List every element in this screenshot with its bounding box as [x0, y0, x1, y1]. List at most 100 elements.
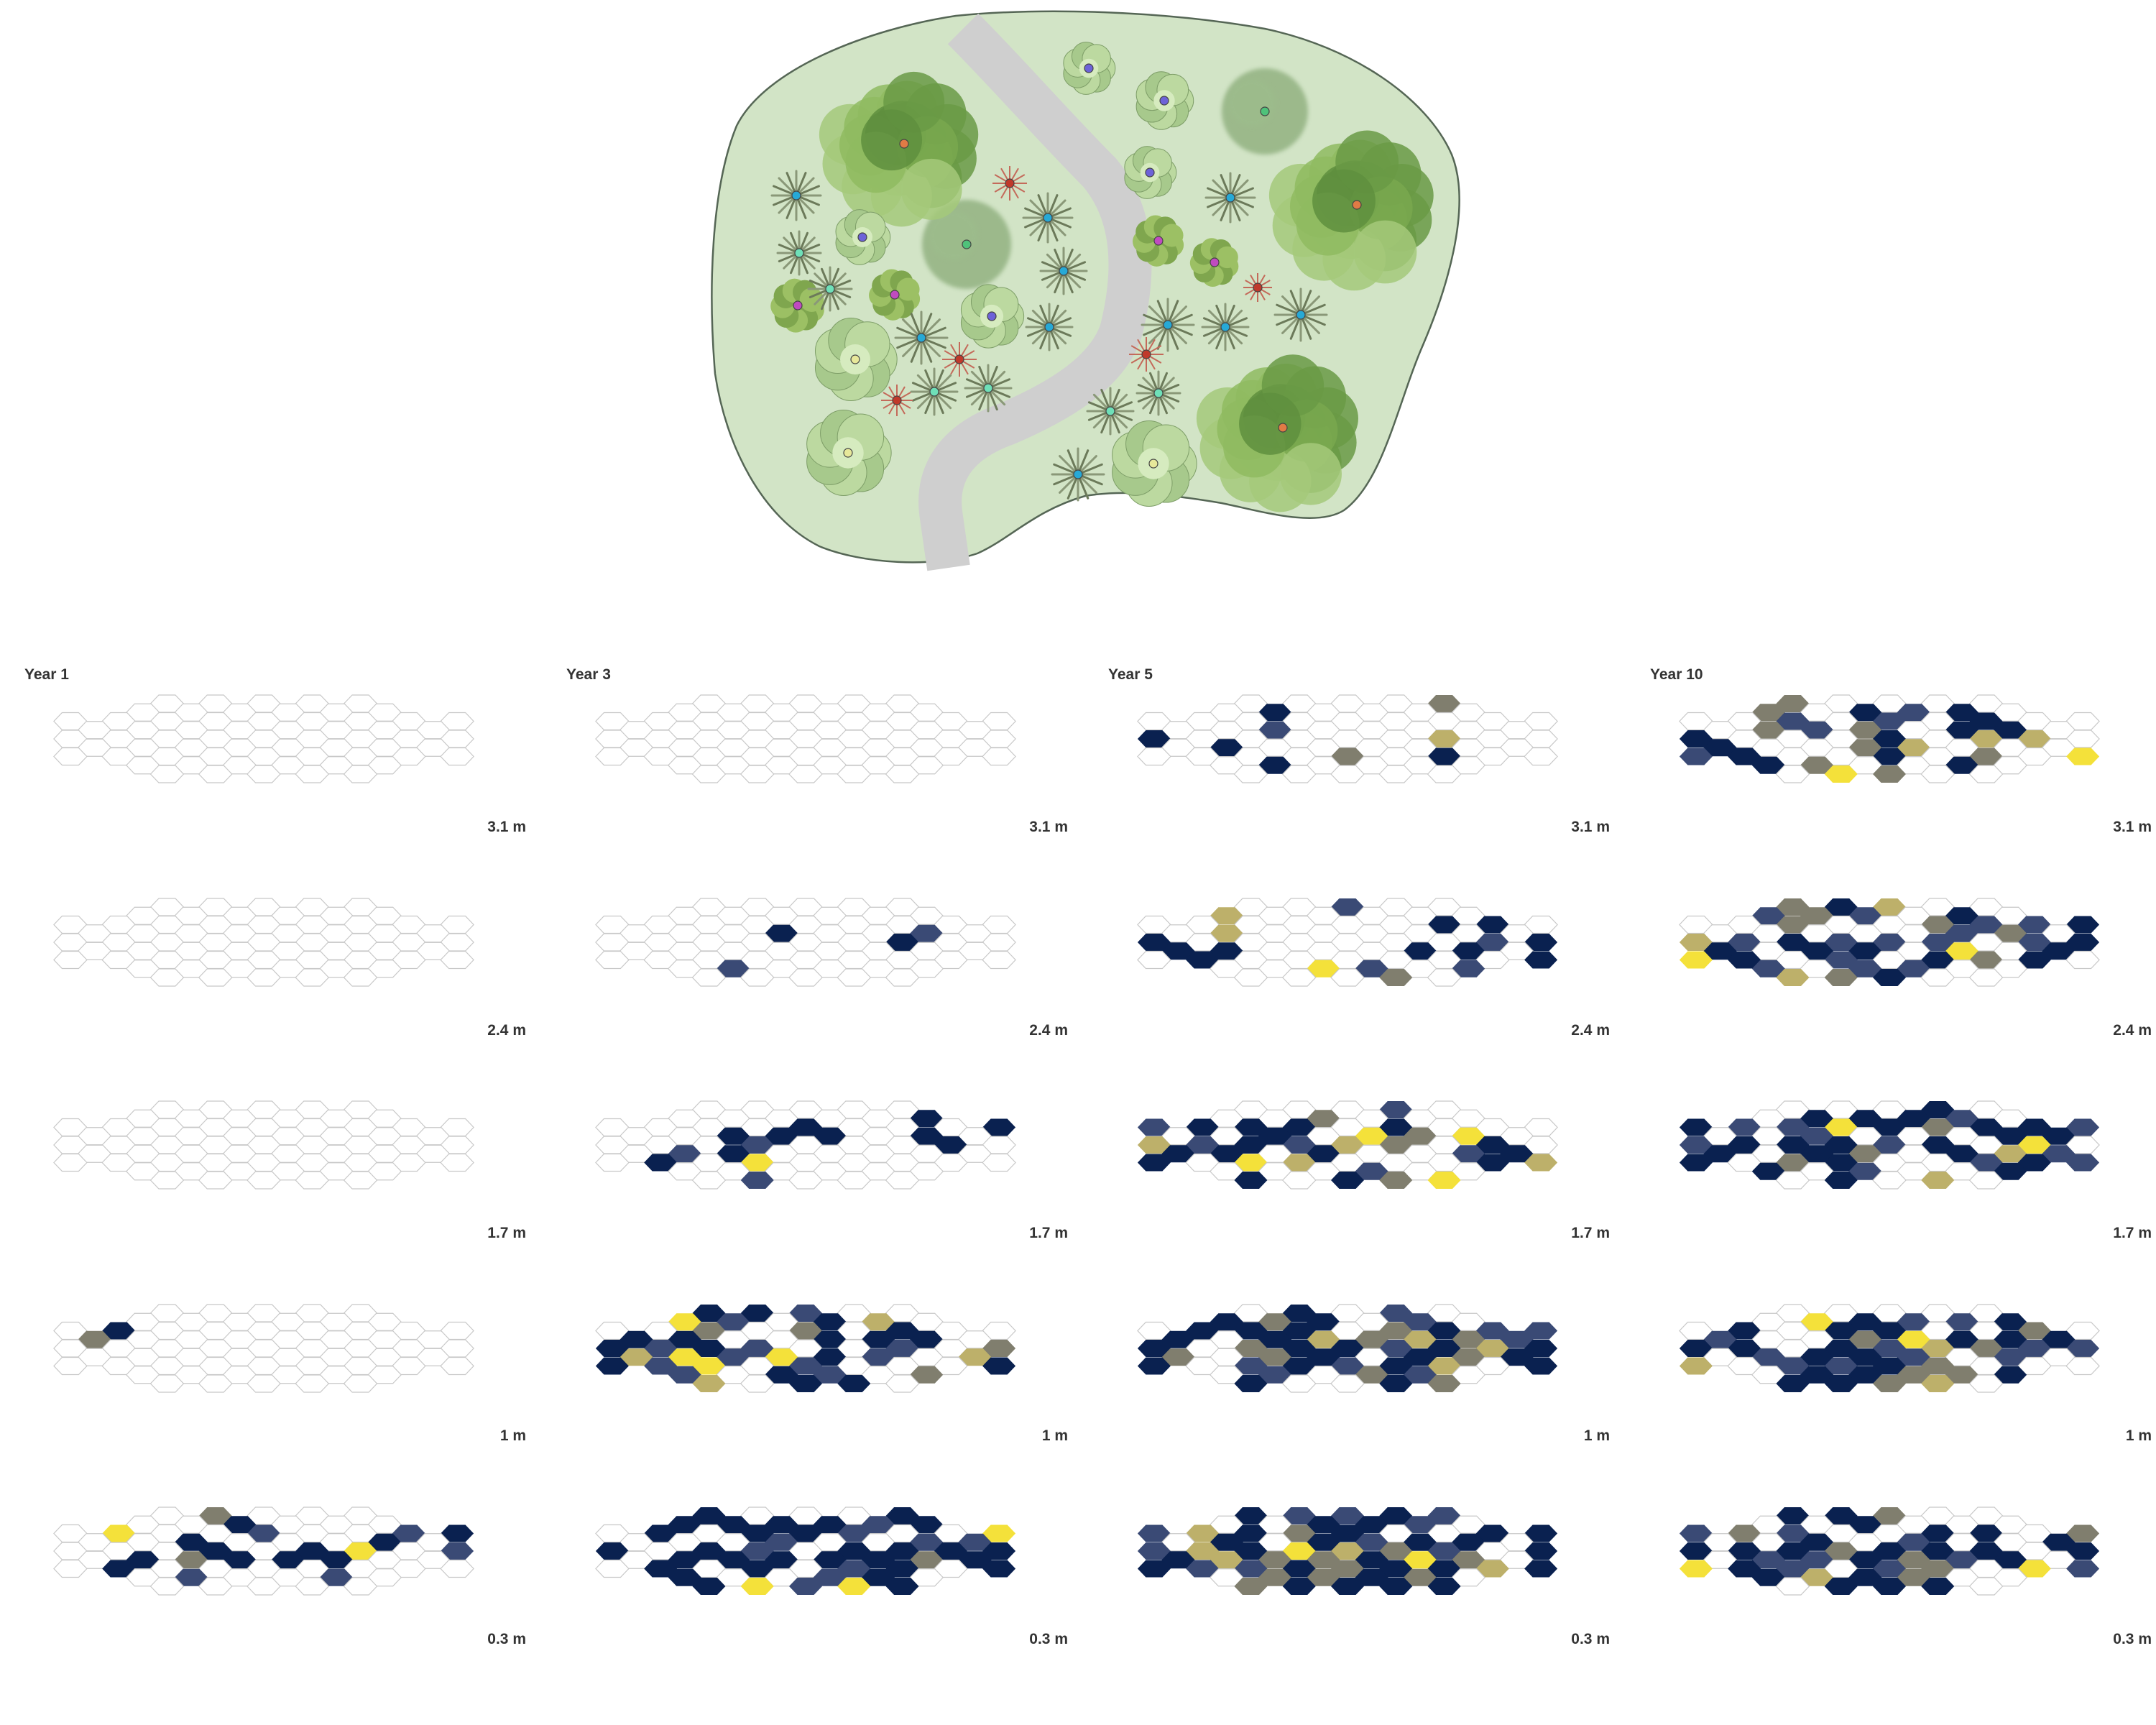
- hex-cell: [668, 1366, 701, 1384]
- hex-cell: [765, 1127, 798, 1145]
- hex-cell: [1945, 1366, 1978, 1384]
- hex-cell: [788, 765, 823, 783]
- height-label: 1 m: [1584, 1427, 1610, 1444]
- hex-cell: [1800, 756, 1834, 774]
- hex-cell: [1427, 1340, 1461, 1357]
- hex-cell: [1873, 969, 1906, 986]
- hex-cell: [619, 1330, 653, 1348]
- hex-cell: [392, 1524, 425, 1542]
- hex-cell: [343, 1577, 378, 1596]
- hex-cell: [1403, 1516, 1437, 1534]
- hex-cell: [1427, 1578, 1461, 1595]
- hex-cell: [1331, 1542, 1364, 1560]
- hex-cell: [1751, 1348, 1785, 1366]
- grass-tuft-icon: [1051, 447, 1105, 502]
- hex-cell: [1679, 1357, 1713, 1375]
- hex-cell: [1307, 1348, 1340, 1366]
- hex-cell: [1776, 969, 1810, 986]
- hex-cell: [1209, 1366, 1244, 1384]
- hex-cell: [813, 1568, 847, 1586]
- hex-cell: [1452, 1551, 1485, 1569]
- hex-cell: [53, 1356, 88, 1376]
- hex-cell: [595, 1542, 629, 1560]
- hex-cell: [2066, 1154, 2100, 1172]
- year-title: Year 5: [1108, 666, 1153, 683]
- round-shrub-icon: [1124, 146, 1177, 199]
- hex-cell: [1379, 1542, 1413, 1560]
- hex-cell: [740, 1560, 774, 1578]
- hex-cell: [1427, 1322, 1461, 1340]
- round-shrub-icon: [835, 209, 891, 265]
- hex-cell: [1921, 1375, 1955, 1392]
- hex-cell: [1282, 1322, 1316, 1340]
- hex-cell: [1209, 1162, 1244, 1181]
- hex-cell: [1994, 1366, 2027, 1384]
- hex-cell: [1403, 1330, 1437, 1348]
- height-label: 1.7 m: [1029, 1225, 1068, 1241]
- hex-cell: [1524, 951, 1558, 969]
- hex-cell: [668, 1551, 701, 1569]
- hex-cell: [1897, 1348, 1930, 1366]
- hex-cell: [102, 1524, 136, 1542]
- hex-cell: [1379, 969, 1413, 986]
- hex-cell: [1475, 1136, 1509, 1154]
- hex-cell: [1897, 739, 1930, 757]
- hex-cell: [1968, 1374, 2004, 1393]
- hex-cell: [1355, 1568, 1388, 1586]
- hex-cell: [1258, 721, 1292, 739]
- hex-cell: [885, 968, 920, 987]
- hex-cell: [1210, 1551, 1243, 1569]
- hex-cell: [1921, 951, 1955, 969]
- hex-cell: [1307, 960, 1340, 978]
- hex-cell: [2066, 1524, 2100, 1542]
- hex-cell: [441, 1524, 474, 1542]
- hex-cell: [692, 1375, 726, 1392]
- height-label: 0.3 m: [1571, 1631, 1610, 1647]
- hex-cell: [1307, 1110, 1340, 1128]
- hex-cell: [1331, 1136, 1364, 1154]
- hex-cell: [982, 1340, 1016, 1357]
- hex-cell: [1751, 1568, 1785, 1586]
- height-label: 1.7 m: [487, 1225, 526, 1241]
- hex-cell: [1379, 1375, 1413, 1392]
- hex-cell: [441, 1542, 474, 1560]
- hex-cell: [861, 1330, 895, 1348]
- hex-cell: [1234, 1507, 1268, 1524]
- hex-cell: [861, 1348, 895, 1366]
- hex-cell: [1728, 1118, 1761, 1136]
- hex-cell: [1921, 1542, 1955, 1560]
- hex-cell: [1234, 1172, 1268, 1189]
- hex-cell: [343, 968, 378, 987]
- hex-cell: [813, 1516, 847, 1534]
- hex-cell: [2065, 1356, 2100, 1376]
- hex-cell: [1137, 1524, 1171, 1542]
- hex-cell: [1427, 1357, 1461, 1375]
- hex-panel: [53, 1304, 474, 1393]
- grass-tuft-light-icon: [1086, 387, 1135, 436]
- hex-cell: [1379, 1118, 1413, 1136]
- hex-cell: [885, 934, 919, 951]
- hex-cell: [2066, 748, 2100, 765]
- hex-cell: [740, 1340, 774, 1357]
- hex-cell: [2066, 1560, 2100, 1578]
- hex-cell: [175, 1551, 208, 1569]
- hex-cell: [1873, 712, 1906, 730]
- hex-cell: [1776, 1542, 1810, 1560]
- hex-cell: [247, 1374, 281, 1393]
- hex-cell: [1427, 916, 1461, 934]
- hex-cell: [982, 950, 1016, 970]
- hex-cell: [595, 747, 630, 766]
- hex-cell: [2066, 1340, 2100, 1357]
- hex-cell: [1307, 1568, 1340, 1586]
- hex-cell: [668, 1348, 701, 1366]
- hex-cell: [1751, 721, 1785, 739]
- height-label: 3.1 m: [1029, 819, 1068, 835]
- hex-cell: [1427, 1172, 1461, 1189]
- hex-cell: [1824, 1172, 1858, 1189]
- hex-cell: [1475, 1560, 1509, 1578]
- pale-shrub-icon: [814, 317, 898, 402]
- hex-cell: [1355, 1551, 1388, 1569]
- hex-cell: [813, 1313, 847, 1331]
- hex-cell: [1679, 1560, 1713, 1578]
- hex-cell: [1330, 765, 1365, 783]
